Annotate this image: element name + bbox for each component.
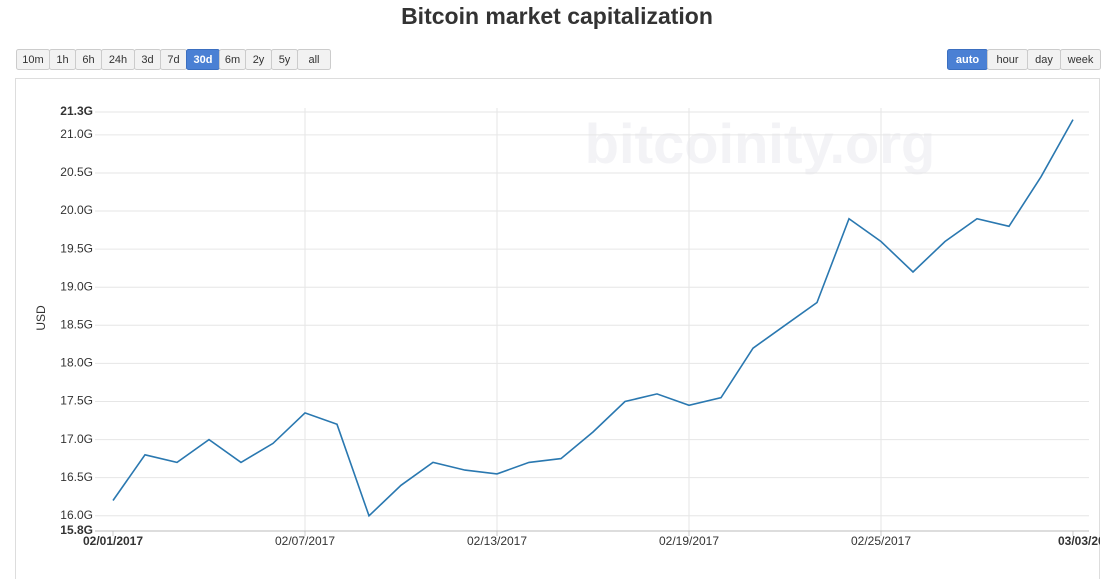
y-tick-label: 21.3G [60, 104, 93, 118]
button-label[interactable]: hour [996, 54, 1018, 66]
y-tick-label: 19.0G [60, 279, 93, 293]
y-tick-label: 20.0G [60, 203, 93, 217]
y-tick-label: 20.5G [60, 165, 93, 179]
x-tick-label: 02/19/2017 [659, 534, 719, 548]
button-label[interactable]: day [1035, 54, 1053, 66]
watermark: bitcoinity.org [585, 112, 936, 175]
y-tick-label: 15.8G [60, 523, 93, 537]
plot: 02/01/2017 02/07/2017 02/13/2017 02/19/2017… [83, 108, 1114, 548]
button-label[interactable]: 6h [82, 54, 94, 66]
button-label[interactable]: 5y [279, 54, 291, 66]
y-tick-label: 19.5G [60, 241, 93, 255]
button[interactable] [297, 49, 331, 70]
button-label[interactable]: 3d [141, 54, 153, 66]
y-tick-label: 16.5G [60, 470, 93, 484]
chart-title: Bitcoin market capitalization [401, 3, 713, 29]
button-label[interactable]: 30d [194, 54, 213, 66]
button-label[interactable]: week [1067, 54, 1094, 66]
x-tick-label: 03/03/2017 [1058, 534, 1114, 548]
line [112, 119, 1074, 518]
x-tick-label: 02/07/2017 [275, 534, 335, 548]
y-tick-label: 16.0G [60, 508, 93, 522]
button-label[interactable]: 7d [167, 54, 179, 66]
button-label[interactable]: 1h [56, 54, 68, 66]
button[interactable] [1060, 49, 1101, 70]
panel [15, 78, 1100, 584]
y-tick-label: 21.0G [60, 127, 93, 141]
y-tick-label: 17.5G [60, 394, 93, 408]
y-tick-label: 18.0G [60, 356, 93, 370]
y-tick-label: 17.0G [60, 432, 93, 446]
x-tick-label: 02/25/2017 [851, 534, 911, 548]
y-axis-label: USD [34, 305, 48, 331]
button-label[interactable]: all [308, 54, 319, 66]
button-label[interactable]: 6m [225, 54, 240, 66]
x-tick-label: 02/13/2017 [467, 534, 527, 548]
button-label[interactable]: 10m [22, 54, 43, 66]
x-tick-label: 02/01/2017 [83, 534, 143, 548]
button-label[interactable]: 2y [253, 54, 265, 66]
button-label[interactable]: auto [956, 54, 980, 66]
y-tick-label: 18.5G [60, 317, 93, 331]
button-label[interactable]: 24h [109, 54, 127, 66]
